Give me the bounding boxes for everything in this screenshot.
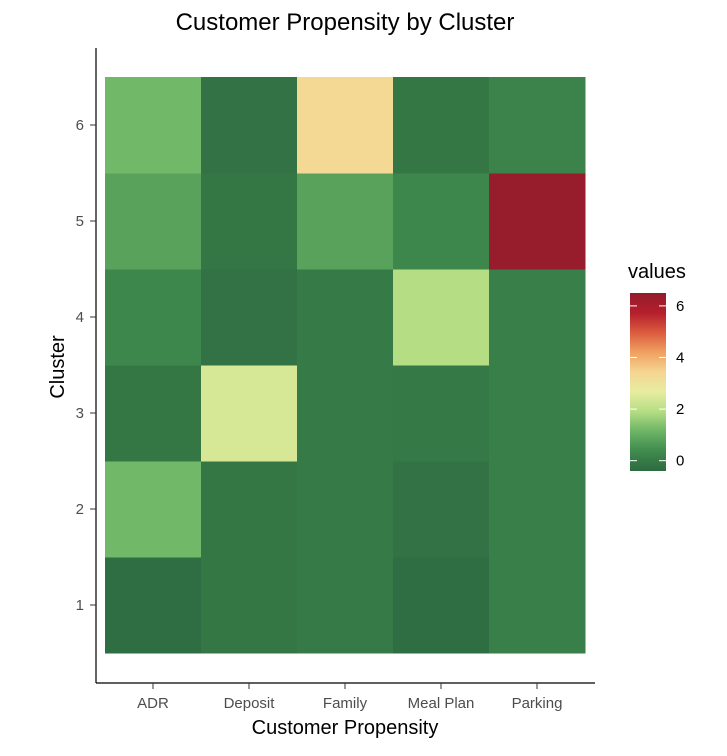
heatmap-cell — [201, 461, 298, 558]
y-tick-label: 2 — [76, 501, 84, 518]
heatmap-cell — [105, 269, 202, 366]
heatmap-cell — [105, 365, 202, 462]
y-tick-label: 6 — [76, 117, 84, 134]
y-tick-label: 5 — [76, 213, 84, 230]
legend-tick-label: 2 — [676, 401, 684, 418]
chart-title: Customer Propensity by Cluster — [176, 9, 515, 36]
heatmap-cell — [489, 461, 586, 558]
heatmap-cell — [393, 173, 490, 270]
y-tick-label: 1 — [76, 597, 84, 614]
legend-ticks: 6 4 2 0 — [630, 298, 684, 470]
heatmap-cell — [297, 365, 394, 462]
y-axis-ticks: 1 2 3 4 5 6 — [76, 117, 96, 614]
heatmap-cell — [297, 461, 394, 558]
heatmap-cell — [201, 269, 298, 366]
heatmap-cell — [297, 269, 394, 366]
y-axis-title: Cluster — [47, 335, 69, 399]
heatmap-cell — [393, 557, 490, 654]
x-axis-ticks: ADR Deposit Family Meal Plan Parking — [137, 683, 562, 712]
y-tick-label: 4 — [76, 309, 84, 326]
heatmap-cell — [297, 173, 394, 270]
heatmap-cell — [105, 461, 202, 558]
heatmap-cell — [489, 269, 586, 366]
legend-title: values — [628, 261, 686, 283]
color-legend: values 6 4 2 0 — [628, 261, 686, 471]
x-tick-label: Deposit — [224, 695, 276, 712]
x-tick-label: Parking — [512, 695, 563, 712]
heatmap-cell — [489, 365, 586, 462]
heatmap-cell — [201, 173, 298, 270]
heatmap-cell — [201, 365, 298, 462]
x-tick-label: ADR — [137, 695, 169, 712]
legend-tick-label: 6 — [676, 298, 684, 315]
heatmap-cell — [201, 77, 298, 174]
heatmap-cell — [489, 77, 586, 174]
heatmap-cell — [105, 173, 202, 270]
heatmap-cell — [489, 557, 586, 654]
heatmap-cell — [297, 77, 394, 174]
heatmap-cell — [297, 557, 394, 654]
heatmap-cell — [105, 557, 202, 654]
heatmap-cell — [393, 77, 490, 174]
heatmap-cell — [105, 77, 202, 174]
legend-tick-label: 4 — [676, 349, 684, 366]
heatmap-cell — [393, 461, 490, 558]
x-tick-label: Meal Plan — [408, 695, 475, 712]
heatmap-cell — [489, 173, 586, 270]
legend-tick-label: 0 — [676, 453, 684, 470]
heatmap-cell — [393, 365, 490, 462]
y-tick-label: 3 — [76, 405, 84, 422]
heatmap-tiles — [105, 77, 586, 654]
x-axis-title: Customer Propensity — [252, 717, 439, 739]
x-tick-label: Family — [323, 695, 368, 712]
heatmap-cell — [393, 269, 490, 366]
heatmap-cell — [201, 557, 298, 654]
legend-colorbar — [630, 293, 666, 471]
